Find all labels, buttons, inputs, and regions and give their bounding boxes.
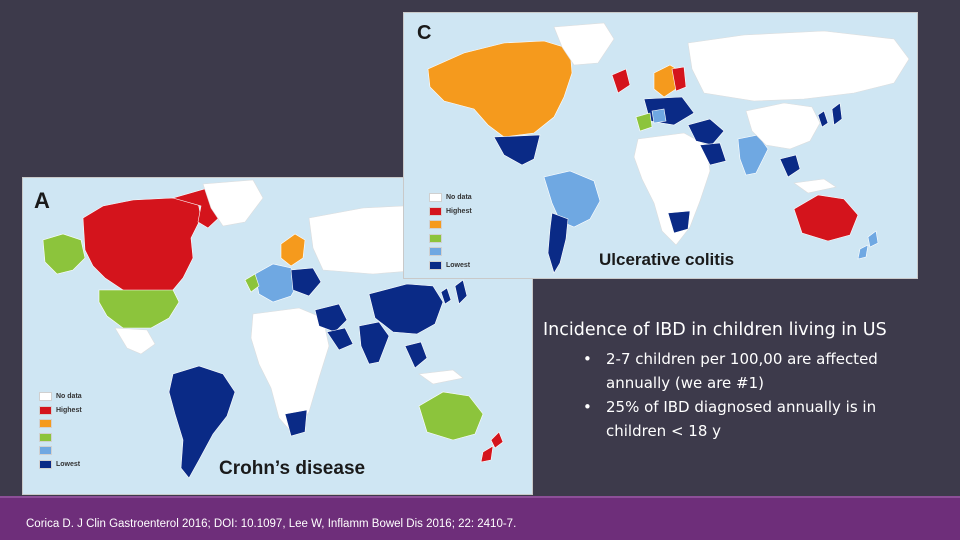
legend-item: Lowest — [429, 259, 472, 273]
panel-letter-c: C — [417, 22, 432, 44]
info-bullet: • 2-7 children per 100,00 are affected an… — [576, 347, 926, 395]
legend-swatch-highest — [39, 405, 52, 415]
legend-item: Highest — [429, 205, 472, 219]
footer-bar — [0, 498, 960, 540]
legend-item: No data — [429, 191, 472, 205]
info-bullet-list: • 2-7 children per 100,00 are affected an… — [576, 347, 926, 443]
ulcerative-colitis-map: C Ulcerative colitis No data Highest Low… — [403, 12, 918, 279]
legend-swatch-lowest — [429, 260, 442, 270]
legend-label: Highest — [56, 406, 82, 414]
legend-item — [39, 431, 82, 445]
legend-item — [429, 218, 472, 232]
legend-label: No data — [56, 393, 82, 401]
citation-text: Corica D. J Clin Gastroenterol 2016; DOI… — [26, 518, 517, 530]
crohns-map-title: Crohn’s disease — [219, 458, 366, 479]
uc-legend: No data Highest Lowest — [429, 191, 472, 272]
legend-swatch-lowest — [39, 459, 52, 469]
legend-swatch-orange — [429, 220, 442, 230]
legend-item: Lowest — [39, 458, 82, 472]
legend-item: Highest — [39, 404, 82, 418]
legend-swatch-highest — [429, 206, 442, 216]
info-bullet: • 25% of IBD diagnosed annually is in chi… — [576, 395, 926, 443]
legend-item — [39, 417, 82, 431]
legend-label: No data — [446, 194, 472, 202]
panel-letter-a: A — [34, 188, 50, 213]
legend-swatch-no-data — [39, 392, 52, 402]
footer-divider — [0, 496, 960, 499]
legend-swatch-orange — [39, 419, 52, 429]
bullet-icon: • — [583, 398, 592, 416]
bullet-icon: • — [583, 350, 592, 368]
legend-item — [429, 232, 472, 246]
legend-label: Lowest — [446, 261, 471, 269]
uc-world-map-graphic — [427, 22, 910, 274]
legend-item — [429, 245, 472, 259]
legend-item — [39, 444, 82, 458]
crohns-legend: No data Highest Lowest — [39, 390, 82, 471]
legend-swatch-no-data — [429, 193, 442, 203]
uc-map-title: Ulcerative colitis — [599, 250, 735, 269]
info-bullet-text: 2-7 children per 100,00 are affected ann… — [606, 350, 878, 392]
legend-item: No data — [39, 390, 82, 404]
legend-swatch-light-blue — [429, 247, 442, 257]
info-title: Incidence of IBD in children living in U… — [543, 320, 887, 340]
legend-swatch-light-blue — [39, 446, 52, 456]
legend-swatch-green — [429, 233, 442, 243]
legend-label: Lowest — [56, 460, 81, 468]
info-bullet-text: 25% of IBD diagnosed annually is in chil… — [606, 398, 877, 440]
legend-label: Highest — [446, 207, 472, 215]
legend-swatch-green — [39, 432, 52, 442]
